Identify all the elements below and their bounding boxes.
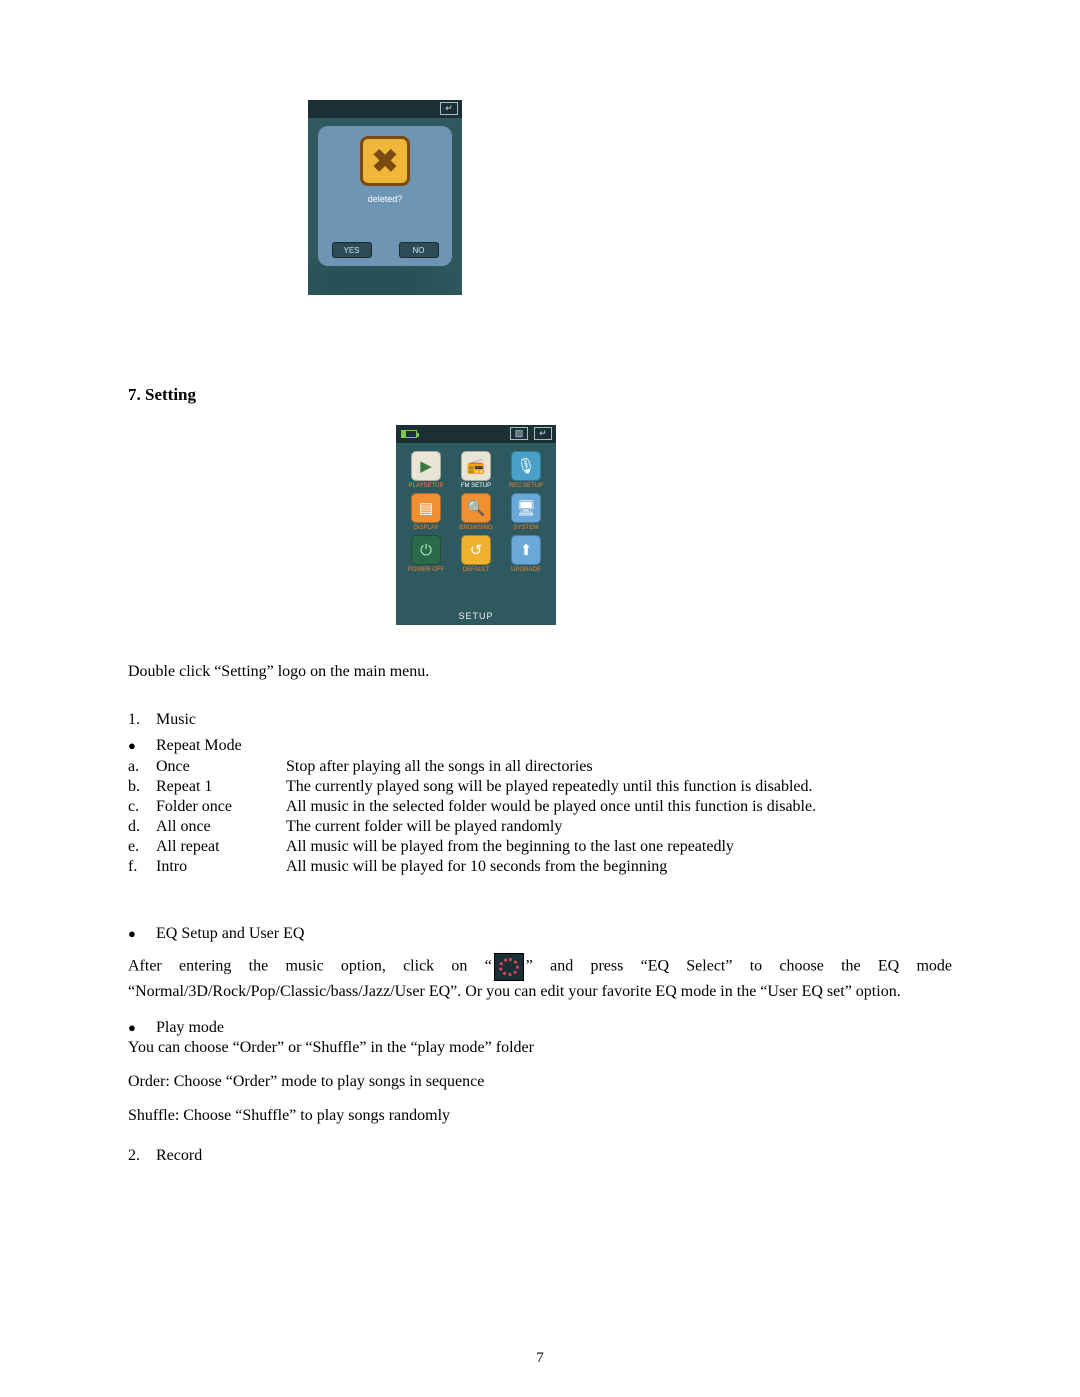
bullet-icon: ● [128, 738, 156, 754]
bullet-eq: ●EQ Setup and User EQ [128, 925, 952, 943]
screenshot-setup-menu: ▧ ↵ ▶ PLAYSETUP 📻 FM SETUP 🎙 REC.SETUP ▤ DISPLA… [396, 425, 556, 625]
play-mode-line: You can choose “Order” or “Shuffle” in t… [128, 1039, 952, 1057]
setup-cell-icon: ▶ [411, 451, 441, 481]
row-desc: The currently played song will be played… [286, 777, 816, 797]
list-label: Record [156, 1147, 202, 1164]
delete-x-icon: ✖ [360, 136, 410, 186]
back-icon[interactable]: ↵ [534, 427, 552, 440]
list-number: 1. [128, 711, 156, 729]
setup-cell[interactable]: 🔍 BROWSING [454, 493, 498, 531]
battery-icon [401, 430, 417, 438]
row-desc: All music will be played from the beginn… [286, 837, 816, 857]
bullet-icon: ● [128, 1020, 156, 1036]
intro-paragraph: Double click “Setting” logo on the main … [128, 663, 952, 681]
row-name: Intro [156, 857, 286, 877]
row-key: c. [128, 797, 156, 817]
setup-cell-icon: ▤ [411, 493, 441, 523]
bullet-label: Play mode [156, 1019, 224, 1036]
setup-cell-label: FM SETUP [461, 483, 491, 489]
row-name: All repeat [156, 837, 286, 857]
setup-cell[interactable]: ▶ PLAYSETUP [404, 451, 448, 489]
row-desc: All music in the selected folder would b… [286, 797, 816, 817]
setup-cell[interactable]: 🎙 REC.SETUP [504, 451, 548, 489]
repeat-mode-table: a.OnceStop after playing all the songs i… [128, 757, 816, 877]
table-row: a.OnceStop after playing all the songs i… [128, 757, 816, 777]
section-heading: 7. Setting [128, 385, 952, 405]
setup-cell-icon: 🎙 [511, 451, 541, 481]
row-name: Once [156, 757, 286, 777]
setup-cell-label: DEFAULT [463, 567, 490, 573]
table-row: b.Repeat 1The currently played song will… [128, 777, 816, 797]
bullet-label: EQ Setup and User EQ [156, 925, 304, 942]
setup-footer-label: SETUP [396, 611, 556, 621]
setup-cell[interactable]: ⬆ UPGRADE [504, 535, 548, 573]
setup-cell-label: BROWSING [459, 525, 492, 531]
row-key: a. [128, 757, 156, 777]
row-name: Repeat 1 [156, 777, 286, 797]
device-topbar: ▧ ↵ [396, 425, 556, 443]
row-key: f. [128, 857, 156, 877]
table-row: f.IntroAll music will be played for 10 s… [128, 857, 816, 877]
back-icon[interactable]: ↵ [440, 102, 458, 115]
device-topbar: ↵ [308, 100, 462, 118]
document-page: ↵ ✖ deleted? YES NO 7. Setting ▧ ↵ ▶ PLAY… [0, 0, 1080, 1205]
no-button[interactable]: NO [399, 242, 439, 258]
row-name: All once [156, 817, 286, 837]
list-label: Music [156, 711, 196, 728]
dialog-button-row: YES NO [318, 242, 452, 258]
setup-cell[interactable]: 🖥 SYSTEM [504, 493, 548, 531]
bullet-icon: ● [128, 926, 156, 942]
eq-paragraph: After entering the music option, click o… [128, 953, 952, 1003]
row-key: e. [128, 837, 156, 857]
setup-cell[interactable]: ↺ DEFAULT [454, 535, 498, 573]
setup-cell-icon: ⏻ [411, 535, 441, 565]
row-key: b. [128, 777, 156, 797]
bullet-label: Repeat Mode [156, 737, 242, 754]
setup-cell-icon: 🖥 [511, 493, 541, 523]
play-mode-lines: You can choose “Order” or “Shuffle” in t… [128, 1039, 952, 1125]
table-row: e.All repeatAll music will be played fro… [128, 837, 816, 857]
table-row: c.Folder onceAll music in the selected f… [128, 797, 816, 817]
setup-grid: ▶ PLAYSETUP 📻 FM SETUP 🎙 REC.SETUP ▤ DISPLAY 🔍 BR… [404, 451, 548, 573]
screenshot-delete-dialog: ↵ ✖ deleted? YES NO [308, 100, 462, 295]
confirm-dialog: ✖ deleted? YES NO [318, 126, 452, 266]
bullet-play-mode: ●Play mode [128, 1019, 952, 1037]
card-icon[interactable]: ▧ [510, 427, 528, 440]
row-desc: The current folder will be played random… [286, 817, 816, 837]
setup-cell-icon: ↺ [461, 535, 491, 565]
eq-gear-icon [494, 953, 524, 981]
setup-cell-label: PLAYSETUP [409, 483, 444, 489]
setup-cell-label: POWER OFF [408, 567, 444, 573]
setup-cell[interactable]: ⏻ POWER OFF [404, 535, 448, 573]
setup-cell-label: DISPLAY [414, 525, 439, 531]
row-key: d. [128, 817, 156, 837]
list-number: 2. [128, 1147, 156, 1165]
x-glyph: ✖ [372, 145, 399, 177]
list-item-music: 1.Music [128, 711, 952, 729]
list-item-record: 2.Record [128, 1147, 952, 1165]
row-desc: All music will be played for 10 seconds … [286, 857, 816, 877]
table-row: d.All onceThe current folder will be pla… [128, 817, 816, 837]
setup-cell[interactable]: 📻 FM SETUP [454, 451, 498, 489]
setup-cell-icon: ⬆ [511, 535, 541, 565]
setup-cell-icon: 🔍 [461, 493, 491, 523]
setup-cell-icon: 📻 [461, 451, 491, 481]
row-name: Folder once [156, 797, 286, 817]
setup-cell-label: SYSTEM [514, 525, 539, 531]
play-mode-line: Order: Choose “Order” mode to play songs… [128, 1073, 952, 1091]
yes-button[interactable]: YES [332, 242, 372, 258]
eq-text-before: After entering the music option, click o… [128, 958, 492, 975]
dialog-message: deleted? [318, 194, 452, 204]
page-number: 7 [0, 1350, 1080, 1367]
setup-cell-label: UPGRADE [511, 567, 541, 573]
row-desc: Stop after playing all the songs in all … [286, 757, 816, 777]
setup-cell-label: REC.SETUP [509, 483, 543, 489]
setup-cell[interactable]: ▤ DISPLAY [404, 493, 448, 531]
play-mode-line: Shuffle: Choose “Shuffle” to play songs … [128, 1107, 952, 1125]
bullet-repeat-mode: ●Repeat Mode [128, 737, 952, 755]
